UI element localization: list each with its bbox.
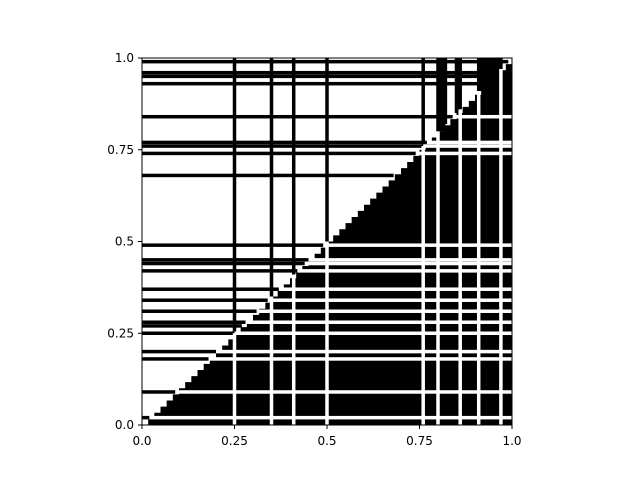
heatmap-cell-row <box>142 114 453 119</box>
heatmap-gap-row <box>323 243 512 247</box>
heatmap-gap-row <box>175 390 513 394</box>
heatmap-gap-row <box>208 357 512 361</box>
y-tick: 0.75 <box>107 143 142 157</box>
heatmap-gap-row <box>149 415 512 420</box>
heatmap-gap-column <box>291 274 296 425</box>
y-tick: 0.5 <box>115 235 142 249</box>
heatmap-gap-row <box>426 140 512 145</box>
heatmap-cell-row <box>142 349 216 354</box>
x-tick-label: 0.0 <box>132 434 151 448</box>
y-tick-label: 0.0 <box>115 418 134 432</box>
heatmap-gap-row <box>245 320 512 324</box>
heatmap-cell-row <box>142 70 498 75</box>
heatmap-cell-column <box>325 58 329 242</box>
y-tick: 1.0 <box>115 51 142 65</box>
heatmap-gap-row <box>452 114 512 119</box>
x-tick: 0.25 <box>221 425 248 448</box>
heatmap-cell-row <box>142 320 246 324</box>
heatmap-cell-row <box>142 151 416 156</box>
x-tick: 0.75 <box>406 425 433 448</box>
x-tick-label: 0.5 <box>317 434 336 448</box>
heatmap-cell-row <box>142 390 176 394</box>
x-tick: 0.0 <box>132 425 152 448</box>
y-tick-label: 0.25 <box>107 326 134 340</box>
heatmap-cell-block <box>478 58 501 92</box>
x-tick-label: 0.75 <box>406 434 433 448</box>
heatmap-cell-row <box>142 298 268 302</box>
heatmap-gap-row <box>415 151 512 156</box>
heatmap-cell-column <box>421 58 425 147</box>
y-axis: 0.0 0.25 0.5 0.75 1.0 <box>107 51 143 432</box>
x-axis: 0.0 0.25 0.5 0.75 1.0 <box>132 424 522 448</box>
y-tick: 0.0 <box>115 418 142 432</box>
heatmap-cell-row <box>142 59 509 64</box>
heatmap-cell-row <box>142 357 209 361</box>
y-tick-label: 1.0 <box>115 51 134 65</box>
y-tick-label: 0.75 <box>107 143 134 157</box>
heatmap-cell-row <box>142 287 279 291</box>
heatmap-gap-column <box>232 333 237 425</box>
heatmap-cell-block <box>456 58 461 114</box>
plot-area <box>141 57 513 426</box>
x-tick-label: 1.0 <box>502 434 521 448</box>
heatmap-gap-row <box>304 261 512 266</box>
heatmap-gap-column <box>476 91 481 425</box>
heatmap-cell-column <box>291 58 296 275</box>
heatmap-cell-row <box>142 269 298 273</box>
heatmap-cell-row <box>142 415 150 420</box>
heatmap-gap-row <box>278 287 512 291</box>
heatmap-cell-row <box>142 331 235 335</box>
y-tick: 0.25 <box>107 326 142 340</box>
heatmap-gap-column <box>269 296 274 425</box>
heatmap-cell-row <box>142 261 305 266</box>
heatmap-gap-row <box>256 309 512 313</box>
x-tick: 1.0 <box>502 425 522 448</box>
heatmap-gap-column <box>436 131 440 425</box>
heatmap-cell-row <box>142 140 427 145</box>
heatmap-cell-row <box>142 258 309 262</box>
heatmap-gap-row <box>234 331 512 335</box>
heatmap-cell-row <box>142 243 324 247</box>
x-tick-label: 0.25 <box>221 434 248 448</box>
heatmap-gap-column <box>421 146 425 425</box>
heatmap-cell-row <box>142 173 394 178</box>
heatmap-cell-row <box>142 309 257 313</box>
heatmap-cell-row <box>142 74 494 79</box>
heatmap-cell-row <box>142 81 487 86</box>
heatmap-cell-row <box>142 144 424 148</box>
heatmap-gap-row <box>216 349 512 354</box>
heatmap-gap-row <box>297 269 512 273</box>
heatmap-cell-column <box>232 58 237 334</box>
heatmap-gap-row <box>423 144 512 148</box>
heatmap-gap-column <box>499 69 503 425</box>
heatmap-cell-column <box>269 58 274 297</box>
y-tick-label: 0.5 <box>115 235 134 249</box>
heatmap-cell-row <box>142 324 242 328</box>
heatmap-gap-row <box>308 258 512 262</box>
heatmap-gap-row <box>267 298 512 302</box>
x-tick: 0.5 <box>317 425 337 448</box>
heatmap-cell-block <box>438 58 446 132</box>
heatmap-gap-column <box>458 109 462 425</box>
